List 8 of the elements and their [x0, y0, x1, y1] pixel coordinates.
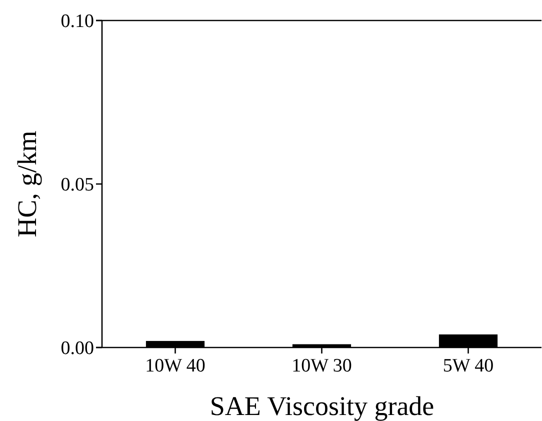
y-axis-title: HC, g/km [12, 130, 42, 238]
y-tick-label: 0.00 [60, 338, 94, 360]
x-axis-title: SAE Viscosity grade [210, 391, 434, 421]
x-tick-label: 5W 40 [442, 356, 494, 376]
y-tick-label: 0.05 [60, 174, 94, 196]
x-tick-label: 10W 30 [292, 356, 352, 376]
x-tick-label: 10W 40 [145, 356, 206, 376]
y-tick-label: 0.10 [60, 11, 94, 32]
